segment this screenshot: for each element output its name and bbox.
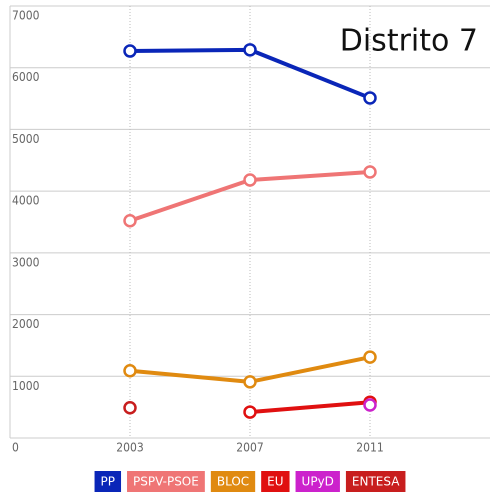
y-tick-label: 3000 xyxy=(12,255,40,269)
legend-swatch xyxy=(261,471,290,492)
point xyxy=(363,350,377,364)
y-tick-label: 7000 xyxy=(12,9,40,23)
point xyxy=(123,214,137,228)
y-tick-label: 0 xyxy=(12,441,19,455)
legend-swatch xyxy=(295,471,340,492)
y-tick-label: 2000 xyxy=(12,317,40,331)
point xyxy=(363,91,377,105)
series-line xyxy=(249,400,371,415)
x-tick-label: 2011 xyxy=(356,441,383,455)
legend-swatch xyxy=(210,471,256,492)
point xyxy=(123,363,137,378)
legend-label: UPyD xyxy=(302,475,334,489)
y-tick-label: 4000 xyxy=(12,194,40,208)
x-tick-label: 2007 xyxy=(236,441,263,455)
point xyxy=(243,375,257,389)
x-tick-label: 2003 xyxy=(116,441,143,455)
point xyxy=(123,44,137,58)
legend-item: EU xyxy=(261,471,290,492)
point xyxy=(363,165,377,179)
legend-swatch xyxy=(345,471,406,492)
legend-item: PP xyxy=(94,471,122,492)
legend-label: ENTESA xyxy=(352,475,400,489)
legend-item: UPyD xyxy=(295,471,340,492)
y-tick-label: 5000 xyxy=(12,132,40,146)
legend-swatch xyxy=(127,471,205,492)
grid xyxy=(9,5,490,439)
point xyxy=(243,43,257,57)
legend-label: PP xyxy=(101,475,115,489)
legend-label: BLOC xyxy=(217,475,249,489)
legend-item: PSPV-PSOE xyxy=(127,471,205,492)
point xyxy=(123,401,137,415)
legend-label: PSPV-PSOE xyxy=(133,475,199,489)
point xyxy=(243,173,257,187)
legend: PP PSPV-PSOE BLOC EU UPyD ENTESA xyxy=(94,471,406,492)
chart-title: Distrito 7 xyxy=(340,24,478,59)
legend-label: EU xyxy=(267,475,283,489)
point xyxy=(363,398,377,412)
point xyxy=(243,405,257,419)
y-tick-label: 6000 xyxy=(12,70,40,84)
legend-swatch xyxy=(94,471,122,492)
legend-item: BLOC xyxy=(210,471,256,492)
legend-item: ENTESA xyxy=(345,471,406,492)
y-tick-label: 1000 xyxy=(12,379,40,393)
